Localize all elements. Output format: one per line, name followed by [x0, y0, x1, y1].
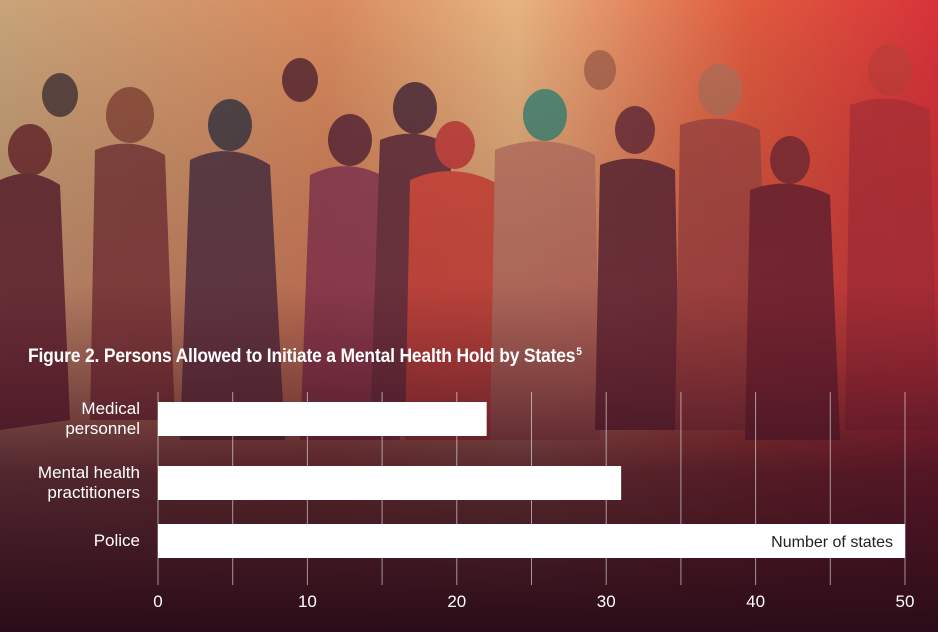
category-label-line: Mental health: [37, 463, 140, 482]
bars: [158, 402, 905, 558]
x-tick-label: 20: [447, 592, 466, 611]
chart-title: Figure 2. Persons Allowed to Initiate a …: [28, 346, 582, 368]
category-label-line: personnel: [65, 419, 140, 438]
bar-mental-health-practitioners: [158, 466, 622, 500]
category-label: Mental health practitioners: [0, 463, 140, 503]
bar-police: [158, 524, 905, 558]
category-label-line: practitioners: [47, 483, 140, 502]
chart-title-footnote: 5: [576, 346, 582, 358]
x-tick-label: 50: [896, 592, 915, 611]
bar-medical-personnel: [158, 402, 487, 436]
x-tick-label: 40: [746, 592, 765, 611]
chart-title-text: Figure 2. Persons Allowed to Initiate a …: [28, 346, 576, 367]
x-tick-label: 0: [153, 592, 162, 611]
x-tick-label: 30: [597, 592, 616, 611]
category-label-line: Medical: [81, 399, 140, 418]
category-label: Medical personnel: [0, 399, 140, 439]
category-label-line: Police: [93, 531, 140, 550]
x-tick-label: 10: [298, 592, 317, 611]
category-label: Police: [0, 531, 140, 551]
x-tick-labels: 0 10 20 30 40 50: [153, 592, 914, 611]
x-axis-title: Number of states: [771, 534, 893, 551]
